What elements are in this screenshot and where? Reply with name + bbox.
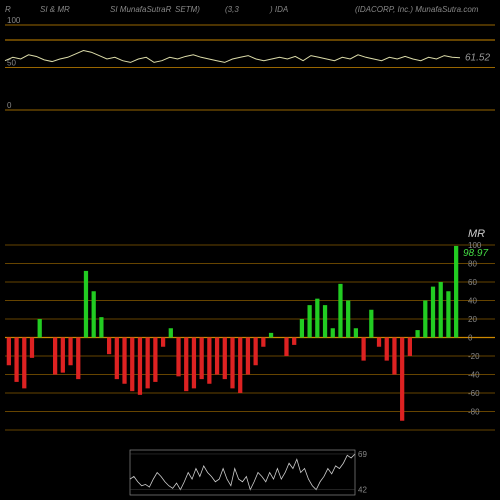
mr-axis-label: -60 — [468, 389, 480, 398]
mr-bar — [215, 338, 219, 375]
mr-bar — [192, 338, 196, 389]
mr-bar — [346, 301, 350, 338]
mr-bar — [238, 338, 242, 394]
mr-bar — [53, 338, 57, 375]
header-text: R — [5, 5, 11, 14]
mr-bar — [92, 291, 96, 337]
mr-bar — [68, 338, 72, 366]
top-grid-label: 0 — [7, 101, 12, 110]
mini-line — [130, 454, 355, 490]
mr-bar — [315, 299, 319, 338]
mr-bar — [146, 338, 150, 389]
mini-panel-border — [130, 450, 355, 495]
mr-bar — [392, 338, 396, 375]
mr-bar — [184, 338, 188, 392]
header-text: SI & MR — [40, 5, 70, 14]
header-text: SETM) — [175, 5, 200, 14]
mr-bar — [361, 338, 365, 361]
mr-bar — [323, 305, 327, 337]
mr-bar — [423, 301, 427, 338]
mr-bar — [338, 284, 342, 338]
mr-bar — [84, 271, 88, 338]
mr-axis-label: 0 — [468, 334, 473, 343]
mr-value: 98.97 — [463, 248, 488, 259]
mr-bar — [176, 338, 180, 377]
top-grid-label: 50 — [7, 59, 16, 68]
mr-bar — [161, 338, 165, 347]
mr-bar — [454, 246, 458, 338]
mr-bar — [415, 330, 419, 337]
mr-bar — [300, 319, 304, 338]
mr-bar — [230, 338, 234, 389]
mini-label-left: 42 — [358, 486, 367, 495]
mr-bar — [331, 328, 335, 337]
mr-bar — [223, 338, 227, 380]
mr-bar — [439, 282, 443, 338]
mr-bar — [408, 338, 412, 357]
header-text: (IDACORP, Inc.) MunafaSutra.com — [355, 5, 479, 14]
mr-bar — [61, 338, 65, 373]
mr-bar — [284, 338, 288, 357]
mr-label: MR — [468, 228, 485, 240]
mr-bar — [122, 338, 126, 384]
header-text: SI MunafaSutraR — [110, 5, 172, 14]
mr-bar — [138, 338, 142, 395]
header-text: (3,3 — [225, 5, 239, 14]
mr-bar — [369, 310, 373, 338]
mr-bar — [169, 328, 173, 337]
mr-bar — [385, 338, 389, 361]
mr-bar — [431, 287, 435, 338]
mr-bar — [307, 305, 311, 337]
chart-svg: R SI & MR SI MunafaSutraRSETM) (3,3 ) IDA (ID… — [0, 0, 500, 500]
mr-axis-label: -20 — [468, 352, 480, 361]
mr-axis-label: 60 — [468, 278, 477, 287]
rsi-line — [5, 51, 460, 63]
mr-bar — [130, 338, 134, 392]
top-grid-label: 100 — [7, 16, 21, 25]
mini-label-right: 69 — [358, 450, 367, 459]
chart-container: { "header": { "items": ["R", "SI & MR", … — [0, 0, 500, 500]
mr-bar — [377, 338, 381, 347]
mr-bar — [115, 338, 119, 380]
mr-axis-label: 80 — [468, 260, 477, 269]
mr-bar — [99, 317, 103, 337]
mr-bar — [261, 338, 265, 347]
mr-bar — [107, 338, 111, 355]
mr-bar — [207, 338, 211, 384]
header-text: ) IDA — [269, 5, 288, 14]
mr-axis-label: 40 — [468, 297, 477, 306]
mr-bar — [38, 319, 42, 338]
mr-bar — [246, 338, 250, 375]
mr-bar — [7, 338, 11, 366]
mr-bar — [254, 338, 258, 366]
mr-bar — [200, 338, 204, 380]
mr-bar — [76, 338, 80, 380]
mr-bar — [153, 338, 157, 382]
mr-bar — [14, 338, 18, 382]
mr-bar — [354, 328, 358, 337]
mr-bar — [400, 338, 404, 421]
mr-bar — [30, 338, 34, 358]
mr-bar — [269, 333, 273, 338]
mr-axis-label: -80 — [468, 408, 480, 417]
mr-bar — [446, 291, 450, 337]
mr-bar — [22, 338, 26, 389]
mr-axis-label: -40 — [468, 371, 480, 380]
mr-bar — [292, 338, 296, 345]
rsi-value: 61.52 — [465, 53, 490, 64]
mr-axis-label: 20 — [468, 315, 477, 324]
